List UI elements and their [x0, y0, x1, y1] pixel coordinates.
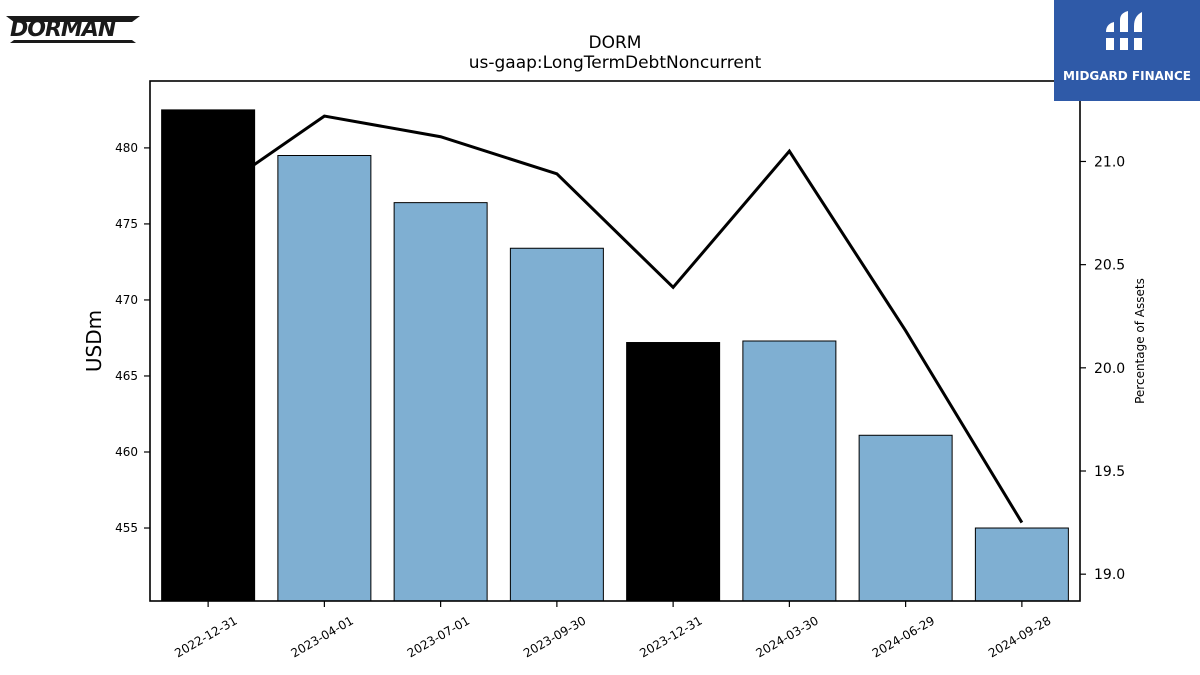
chart-subtitle: us-gaap:LongTermDebtNoncurrent	[468, 53, 762, 73]
left-tick-label: 455	[115, 521, 138, 535]
right-axis-ticks: 19.0 19.5 20.0 20.5 21.0	[1080, 154, 1125, 583]
x-tick-label: 2023-07-01	[405, 613, 472, 660]
right-tick-label: 19.5	[1094, 464, 1125, 480]
x-tick-label: 2023-12-31	[637, 613, 704, 660]
bar-2024-06-29	[858, 434, 953, 602]
midgard-mark-icon	[1104, 11, 1148, 50]
x-tick-label: 2022-12-31	[172, 613, 239, 660]
midgard-logo: MIDGARD FINANCE	[1054, 0, 1200, 101]
plot-frame	[149, 80, 1081, 602]
x-tick-label: 2023-04-01	[288, 613, 355, 660]
left-tick-label: 460	[115, 445, 138, 459]
y-axis-label: USDm	[82, 310, 106, 372]
bar-2022-12-31	[161, 109, 256, 602]
right-tick-label: 20.5	[1094, 258, 1125, 274]
percentage-line	[207, 114, 1024, 524]
dorman-logo-shape	[6, 16, 140, 43]
dorman-logo-text: DORMAN	[10, 17, 116, 42]
bar-2024-09-28	[974, 527, 1069, 602]
bar-2024-03-30	[742, 340, 837, 602]
x-tick-label: 2024-09-28	[986, 613, 1053, 660]
chart-title: DORM	[588, 33, 642, 53]
bar-2023-09-30	[509, 247, 604, 602]
midgard-logo-text: MIDGARD FINANCE	[1063, 69, 1191, 83]
right-tick-label: 19.0	[1094, 567, 1125, 583]
bar-2023-04-01	[277, 155, 372, 602]
x-axis-ticks: 2022-12-31 2023-04-01 2023-07-01 2023-09-30…	[172, 601, 1053, 660]
dorman-logo: DORMAN	[4, 12, 142, 46]
bar-2023-07-01	[393, 202, 488, 602]
bar-2023-12-31	[626, 342, 721, 602]
right-tick-label: 20.0	[1094, 361, 1125, 377]
y-axis-right-label: Percentage of Assets	[1133, 278, 1147, 404]
left-tick-label: 470	[115, 293, 138, 307]
left-tick-label: 475	[115, 217, 138, 231]
x-tick-label: 2024-06-29	[870, 613, 937, 660]
x-tick-label: 2023-09-30	[521, 613, 588, 660]
left-tick-label: 465	[115, 369, 138, 383]
left-tick-label: 480	[115, 141, 138, 155]
bars-group	[161, 109, 1069, 602]
x-tick-label: 2024-03-30	[753, 613, 820, 660]
right-tick-label: 21.0	[1094, 154, 1125, 170]
left-axis-ticks: 455 460 465 470 475 480	[115, 141, 150, 535]
line-layer	[207, 114, 1024, 524]
